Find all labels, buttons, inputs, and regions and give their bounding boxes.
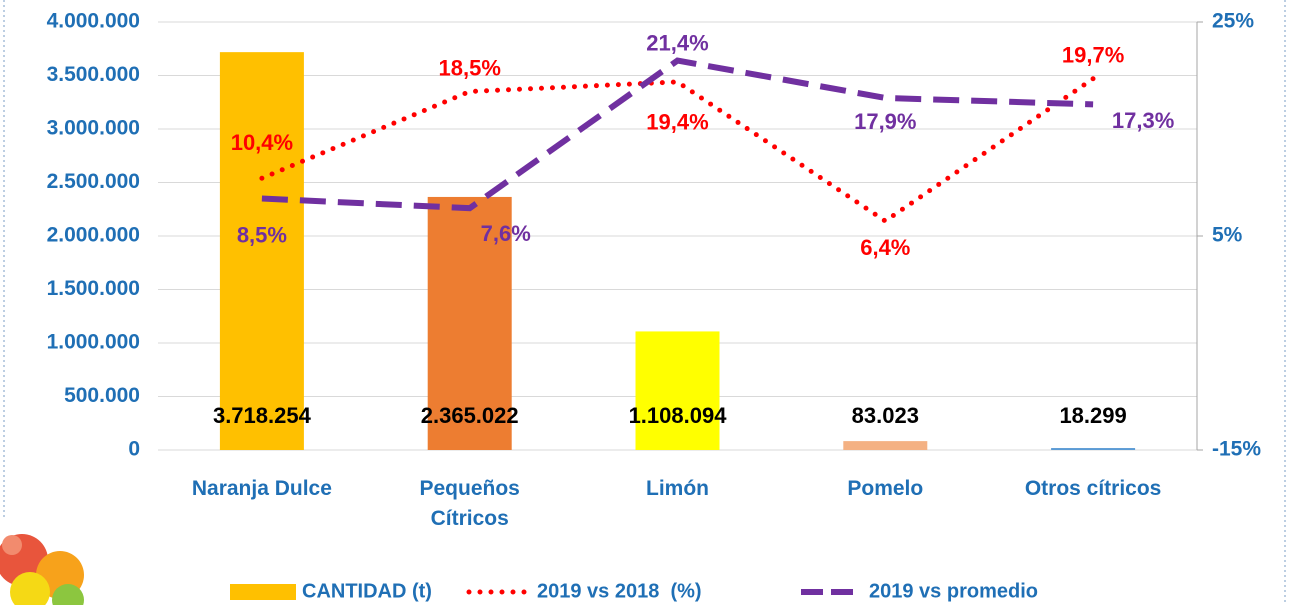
x-tick-label: Limón (588, 474, 768, 504)
line-value-label: 19,7% (1062, 43, 1124, 68)
y-tick-label: 2.500.000 (47, 170, 140, 193)
line-value-label: 6,4% (860, 235, 910, 260)
y2-tick-label: -15% (1212, 438, 1261, 461)
line-value-label: 8,5% (237, 222, 287, 247)
y-tick-label: 3.000.000 (47, 117, 140, 140)
legend-label: CANTIDAD (t) (302, 580, 432, 602)
bar-value-label: 3.718.254 (213, 403, 312, 428)
y-tick-label: 0 (128, 438, 140, 461)
x-tick-label: Pomelo (795, 474, 975, 504)
x-tick-label: Otros cítricos (1003, 474, 1183, 504)
line-value-label: 17,9% (854, 109, 916, 134)
page: {"chart_data": { "type": "bar", "categor… (0, 0, 1289, 605)
legend-label: 2019 vs 2018 (%) (537, 580, 702, 602)
x-tick-label: Pequeños Cítricos (380, 474, 560, 534)
bar-value-label: 18.299 (1059, 403, 1126, 428)
y2-tick-label: 5% (1212, 224, 1243, 247)
y-tick-label: 1.000.000 (47, 331, 140, 354)
line-value-label: 18,5% (439, 55, 501, 80)
line-series (262, 79, 1093, 221)
legend-swatch (230, 584, 296, 600)
line-value-label: 7,6% (481, 221, 531, 246)
y-tick-label: 2.000.000 (47, 224, 140, 247)
bar-value-label: 1.108.094 (629, 403, 728, 428)
chart: 0 500.000 1.000.000 1.500.000 2.000.000 2.500… (0, 0, 1289, 605)
y-tick-label: 1.500.000 (47, 277, 140, 300)
line-value-label: 10,4% (231, 130, 293, 155)
y-tick-label: 4.000.000 (47, 10, 140, 33)
fruit-image (0, 534, 84, 605)
legend-label: 2019 vs promedio (869, 580, 1038, 602)
line-value-label: 19,4% (646, 110, 708, 135)
bar (843, 441, 927, 450)
bar (1051, 448, 1135, 450)
bar (220, 52, 304, 450)
y-tick-label: 500.000 (64, 384, 140, 407)
x-tick-label: Naranja Dulce (172, 474, 352, 504)
bar-value-label: 83.023 (852, 403, 919, 428)
y2-tick-label: 25% (1212, 10, 1254, 33)
y-tick-label: 3.500.000 (47, 63, 140, 86)
line-value-label: 21,4% (646, 30, 708, 55)
bar-value-label: 2.365.022 (421, 403, 519, 428)
line-value-label: 17,3% (1112, 108, 1174, 133)
bar (636, 331, 720, 450)
